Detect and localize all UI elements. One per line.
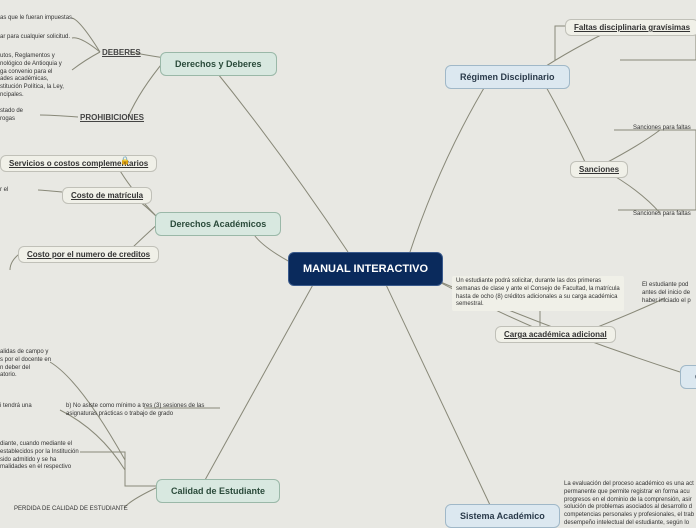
text-t4: stado derogas [0, 108, 23, 124]
text-t1: as que le fueran impuestas. [0, 15, 74, 23]
root-node[interactable]: MANUAL INTERACTIVO [288, 252, 443, 286]
branch-calidad[interactable]: Calidad de Estudiante [156, 479, 280, 503]
branch-sistema[interactable]: Sistema Académico [445, 504, 560, 528]
branch-derechos-deberes[interactable]: Derechos y Deberes [160, 52, 277, 76]
text-t14: PERDIDA DE CALIDAD DE ESTUDIANTE [14, 506, 128, 514]
branch-regimen[interactable]: Régimen Disciplinario [445, 65, 570, 89]
sub-deberes[interactable]: DEBERES [102, 48, 141, 57]
text-t12: b) No asiste como mínimo a tres (3) sesi… [66, 403, 204, 419]
sub-costo-creditos[interactable]: Costo por el numero de creditos [18, 246, 159, 263]
sub-faltas-gravisimas[interactable]: Faltas disciplinaria gravísimas [565, 19, 696, 36]
branch-carga[interactable]: Carga académica adicional [495, 326, 616, 343]
text-t10: alidas de campo ys por el docente enn de… [0, 349, 51, 380]
sub-servicios[interactable]: Servicios o costos complementarios [0, 155, 157, 172]
text-t13: diante, cuando mediante el establecidos … [0, 441, 79, 472]
branch-derechos-academicos[interactable]: Derechos Académicos [155, 212, 281, 236]
text-t15: La evaluación del proceso académico es u… [564, 481, 694, 528]
text-t7: Sanciones para faltas [633, 211, 691, 219]
text-t11: i tendrá una [0, 403, 32, 411]
sub-costo-matricula[interactable]: Costo de matrícula [62, 187, 152, 204]
text-t5: r el [0, 187, 8, 195]
text-t9: El estudiante podantes del inicio dehabe… [642, 282, 691, 305]
text-t2: ar para cualquier solicitud. [0, 34, 70, 42]
sub-sanciones[interactable]: Sanciones [570, 161, 628, 178]
lock-icon: 🔒 [120, 156, 130, 165]
text-t6: Sanciones para faltas [633, 125, 691, 133]
text-t3: utos, Reglamentos ynológico de Antioquia… [0, 53, 64, 100]
branch-cancel[interactable]: Can [680, 365, 696, 389]
text-t8: Un estudiante podrá solicitar, durante l… [452, 276, 624, 311]
sub-prohibiciones[interactable]: PROHIBICIONES [80, 113, 144, 122]
